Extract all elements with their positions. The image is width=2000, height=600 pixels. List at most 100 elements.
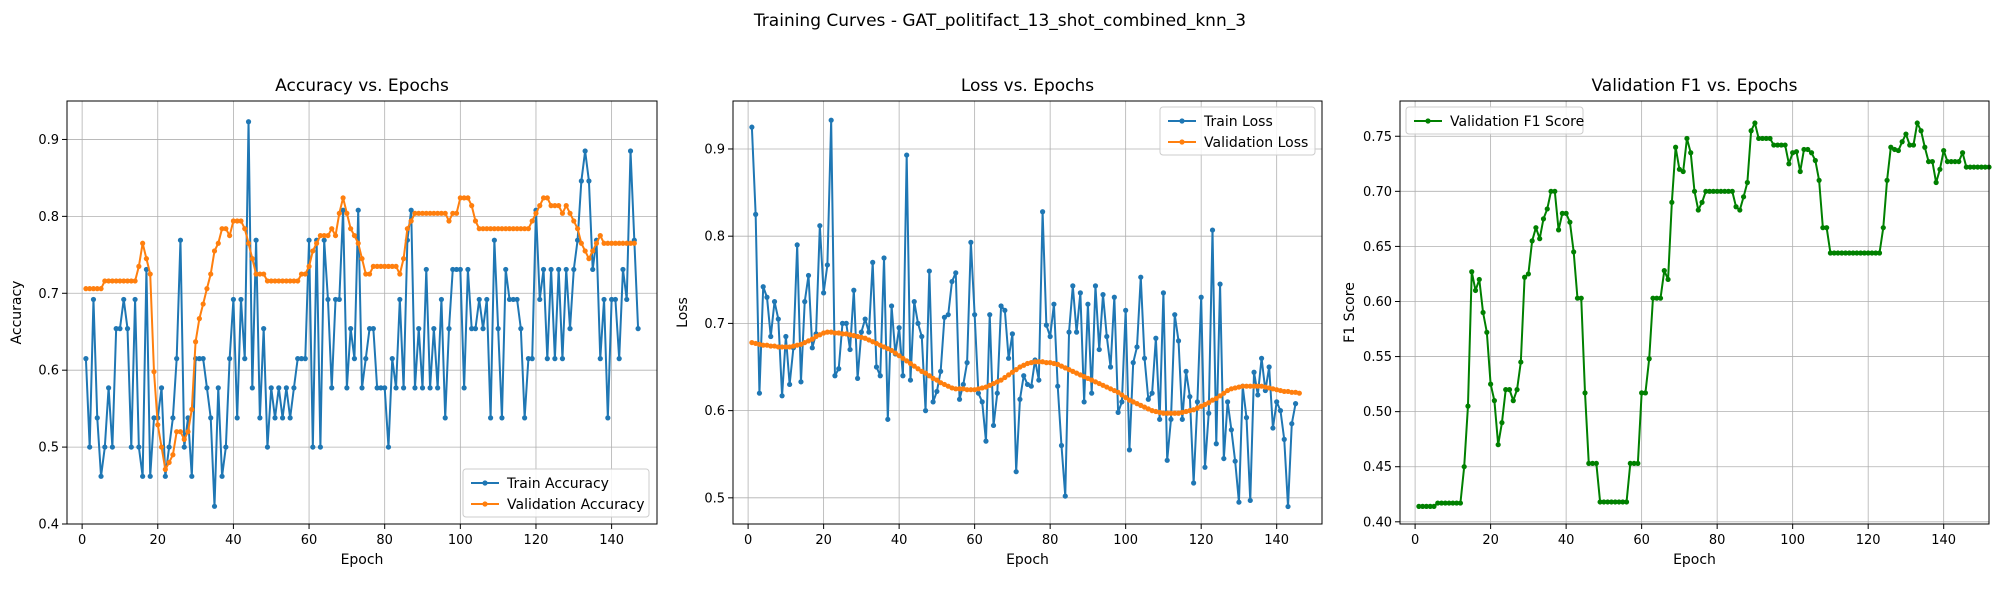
data-point xyxy=(525,356,532,362)
x-axis-label: Epoch xyxy=(1673,552,1716,568)
data-point xyxy=(1107,364,1114,370)
data-point xyxy=(1627,460,1633,467)
data-point xyxy=(1895,147,1901,154)
data-point xyxy=(968,239,974,245)
data-point xyxy=(858,329,864,335)
data-point xyxy=(1582,390,1588,396)
y-tick-label: 0.70 xyxy=(1363,185,1392,200)
data-point xyxy=(945,312,951,318)
data-point xyxy=(1126,447,1133,453)
data-point xyxy=(1243,415,1250,421)
data-point xyxy=(1258,355,1265,361)
data-point xyxy=(230,218,237,224)
x-tick-label: 20 xyxy=(149,533,166,548)
data-point xyxy=(597,232,603,239)
data-point xyxy=(756,390,763,396)
data-point xyxy=(83,356,89,362)
data-point xyxy=(771,299,778,305)
data-point xyxy=(465,266,471,273)
data-point xyxy=(510,296,516,303)
data-point xyxy=(1925,158,1932,165)
data-point xyxy=(964,360,970,366)
data-point xyxy=(571,218,577,224)
data-point xyxy=(1209,227,1216,233)
data-point xyxy=(480,326,486,332)
data-point xyxy=(253,237,259,243)
data-point xyxy=(450,210,456,216)
data-point xyxy=(1605,499,1611,505)
data-point xyxy=(412,210,418,216)
data-point xyxy=(1601,499,1607,505)
data-point xyxy=(329,226,335,232)
data-point xyxy=(435,385,441,391)
data-point xyxy=(911,363,917,369)
x-tick-label: 60 xyxy=(301,533,318,548)
data-point xyxy=(412,385,418,391)
data-point xyxy=(1213,395,1219,402)
data-point xyxy=(1243,383,1250,389)
data-point xyxy=(1812,157,1818,164)
data-point xyxy=(888,303,895,309)
data-point xyxy=(601,296,607,303)
data-point xyxy=(1058,442,1065,449)
legend: Validation F1 Score xyxy=(1405,106,1584,135)
data-point xyxy=(1221,390,1227,396)
data-point xyxy=(1499,420,1505,426)
data-point xyxy=(1907,142,1913,148)
legend-swatch-marker xyxy=(482,501,488,507)
data-point xyxy=(1910,142,1917,148)
data-point xyxy=(208,415,214,421)
data-point xyxy=(1292,401,1299,407)
data-point xyxy=(911,299,917,305)
data-point xyxy=(540,195,547,201)
data-point xyxy=(1873,250,1879,256)
data-point xyxy=(132,278,138,284)
series-train-loss xyxy=(749,117,1299,510)
data-point xyxy=(1251,369,1257,375)
y-tick-label: 0.5 xyxy=(38,441,59,456)
data-point xyxy=(98,286,104,292)
data-point xyxy=(480,226,486,232)
data-point xyxy=(510,226,516,232)
data-point xyxy=(457,266,463,273)
legend-swatch-marker xyxy=(1425,118,1431,124)
data-point xyxy=(559,210,566,216)
data-point xyxy=(242,356,248,362)
axes-frame xyxy=(66,100,658,525)
data-point xyxy=(87,286,93,292)
data-point xyxy=(881,255,887,261)
data-point xyxy=(1168,416,1174,422)
data-point xyxy=(1884,177,1890,183)
data-point xyxy=(457,195,463,201)
data-point xyxy=(1782,142,1788,148)
x-tick-label: 140 xyxy=(599,533,624,548)
data-point xyxy=(1138,274,1144,280)
data-point xyxy=(1552,188,1558,194)
data-point xyxy=(783,344,789,350)
chart-title: Validation F1 vs. Epochs xyxy=(1592,76,1798,96)
data-point xyxy=(1021,373,1027,379)
data-point xyxy=(359,256,365,262)
data-point xyxy=(128,278,134,284)
data-point xyxy=(934,377,940,383)
x-tick-label: 120 xyxy=(1189,533,1214,548)
data-point xyxy=(1465,403,1471,409)
data-point xyxy=(461,195,467,201)
data-point xyxy=(1548,188,1554,194)
data-point xyxy=(1164,410,1170,416)
data-point xyxy=(1100,292,1106,298)
data-point xyxy=(1476,276,1482,283)
data-point xyxy=(1654,295,1660,301)
data-point xyxy=(1123,394,1129,401)
data-point xyxy=(1006,372,1012,378)
data-point xyxy=(627,148,634,154)
data-point xyxy=(802,299,808,305)
data-point xyxy=(295,278,301,284)
data-point xyxy=(877,373,883,379)
data-point xyxy=(1450,500,1456,506)
data-point xyxy=(1608,499,1615,505)
data-point xyxy=(972,312,978,318)
data-point xyxy=(635,326,641,332)
data-point xyxy=(548,266,554,273)
data-point xyxy=(987,312,993,318)
